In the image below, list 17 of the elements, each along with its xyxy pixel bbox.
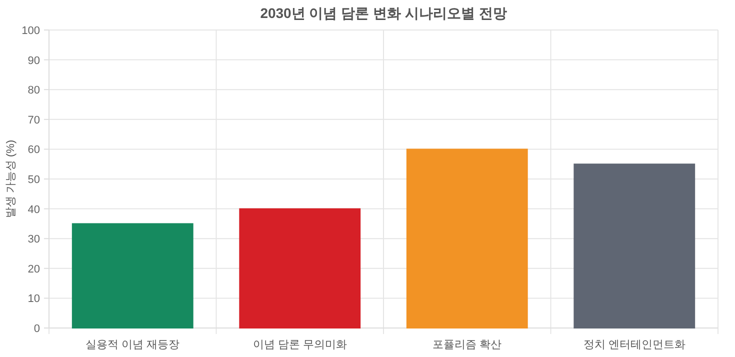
y-tick-label: 30 (28, 234, 40, 246)
x-tick-label: 정치 엔터테인먼트화 (583, 339, 686, 351)
y-tick-label: 80 (28, 84, 40, 97)
y-tick-label: 70 (28, 114, 40, 126)
y-tick-label: 60 (28, 144, 40, 156)
y-tick-label: 40 (28, 204, 40, 216)
chart-title: 2030년 이념 담론 변화 시나리오별 전망 (260, 5, 507, 21)
y-tick-label: 10 (28, 293, 40, 306)
x-tick-label: 포퓰리즘 확산 (432, 339, 502, 351)
x-tick-label: 이념 담론 무의미화 (252, 339, 347, 351)
y-tick-label: 90 (28, 54, 40, 67)
y-tick-label: 100 (22, 25, 40, 37)
y-tick-label: 20 (28, 263, 40, 276)
y-tick-label: 0 (34, 323, 40, 335)
y-axis-title: 발생 가능성 (%) (5, 140, 17, 218)
x-tick-label: 실용적 이념 재등장 (86, 339, 180, 351)
y-tick-label: 50 (28, 174, 40, 186)
